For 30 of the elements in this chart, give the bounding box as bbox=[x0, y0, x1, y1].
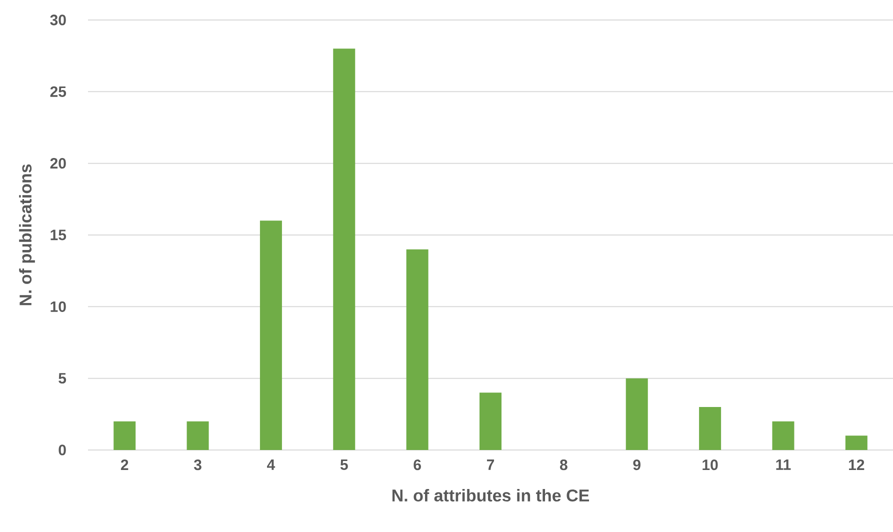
x-tick-label: 9 bbox=[633, 460, 640, 470]
bar bbox=[186, 421, 209, 450]
bar bbox=[772, 421, 794, 450]
x-tick-label: 11 bbox=[776, 460, 791, 470]
x-axis-title: N. of attributes in the CE bbox=[392, 489, 590, 502]
y-tick-label: 30 bbox=[50, 14, 66, 26]
x-tick-label: 7 bbox=[486, 460, 494, 470]
bar bbox=[626, 378, 648, 450]
x-tick-label: 10 bbox=[702, 460, 718, 470]
x-tick-label: 8 bbox=[560, 460, 568, 470]
x-tick-label: 12 bbox=[849, 460, 864, 470]
x-tick-label: 2 bbox=[120, 460, 128, 470]
y-tick-label: 15 bbox=[50, 230, 66, 240]
y-tick-label: 25 bbox=[50, 86, 66, 97]
bar bbox=[845, 436, 868, 450]
x-tick-label: 6 bbox=[414, 460, 421, 470]
x-tick-label: 3 bbox=[194, 460, 202, 470]
y-axis-title: N. of publications bbox=[19, 164, 35, 306]
x-tick-label: 4 bbox=[267, 460, 276, 470]
y-tick-label: 10 bbox=[50, 301, 66, 312]
y-tick-label: 0 bbox=[58, 444, 66, 456]
bar bbox=[333, 48, 356, 450]
x-tick-label: 5 bbox=[340, 460, 348, 470]
y-tick-label: 5 bbox=[58, 373, 66, 384]
bar bbox=[260, 220, 282, 450]
bar bbox=[480, 392, 502, 450]
y-tick-label: 20 bbox=[50, 158, 66, 169]
bar bbox=[406, 249, 428, 450]
bar bbox=[699, 406, 722, 450]
bar bbox=[114, 421, 136, 450]
